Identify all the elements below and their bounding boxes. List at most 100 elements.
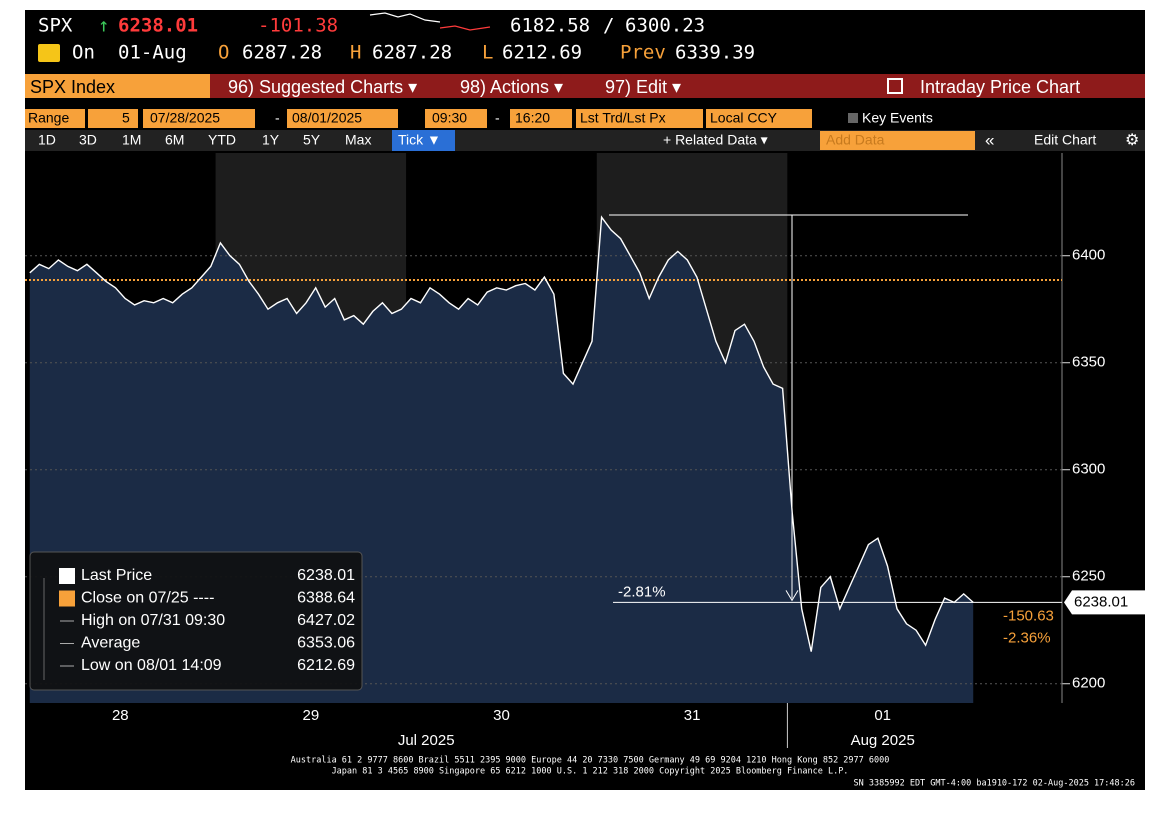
y-tick-label: 6350 [1072,354,1105,371]
add-data[interactable]: Add Data [826,132,885,148]
price-line [29,215,974,652]
field[interactable]: Lst Trd/Lst Px [580,110,666,126]
range-low: 6182.58 [510,15,590,37]
legend-value: 6427.02 [297,612,355,629]
security-box[interactable] [25,74,210,98]
checkbox[interactable] [848,113,858,123]
start-date[interactable]: 07/28/2025 [150,110,220,126]
field-box[interactable] [576,109,703,128]
sparkline [369,12,441,23]
toolbar-title: Intraday Price Chart [920,77,1080,97]
x-tick-label: 31 [684,707,701,724]
period-tab[interactable]: 5Y [303,132,321,148]
x-tick-label: 29 [303,707,320,724]
security[interactable]: SPX Index [30,77,115,97]
active-tab[interactable]: Tick ▼ [398,132,441,148]
field-box[interactable] [425,109,487,128]
range-high: 6300.23 [625,15,705,37]
footer-line: SN 3385992 EDT GMT-4:00 ba1910-172 02-Au… [854,779,1135,789]
field-box[interactable] [706,109,812,128]
last: 6238.01 [118,15,198,37]
period-tab[interactable]: 1Y [262,132,280,148]
range-label: Range [28,110,69,126]
period-tab[interactable]: 3D [79,132,97,148]
range-bar [25,109,858,128]
collapse[interactable]: « [985,130,994,149]
key-events[interactable]: Key Events [862,110,933,126]
x-tick-label: 01 [874,707,891,724]
legend-name: Last Price [81,567,152,584]
arrow: ↑ [98,15,109,37]
y-tick-label: 6200 [1072,675,1105,692]
x-tick-label: 28 [112,707,129,724]
period-tab[interactable]: YTD [208,132,236,148]
net-change: -150.63 [1003,607,1054,624]
high: 6287.28 [372,42,452,64]
menu[interactable]: 97) Edit ▾ [605,77,681,97]
sparkline [439,25,491,31]
field-box[interactable] [510,109,572,128]
price-tag [1064,590,1145,615]
x-tick-label: 30 [493,707,510,724]
menu[interactable]: 98) Actions ▾ [460,77,563,97]
tab-row [25,130,1145,151]
icon [38,44,60,62]
field-box [25,109,85,128]
settings[interactable]: ⚙ [1125,132,1139,149]
related-data[interactable]: + Related Data ▾ [663,132,768,148]
footer-line: Japan 81 3 4565 8900 Singapore 65 6212 1… [332,767,849,777]
field-box[interactable] [287,109,398,128]
end-time[interactable]: 16:20 [515,110,550,126]
currency[interactable]: Local CCY [710,110,778,126]
period-tab[interactable]: 6M [165,132,184,148]
price-tag-label: 6238.01 [1074,593,1128,610]
period-tab[interactable]: Max [345,132,371,148]
chart: 6200 6250 6300 6350 6400 -2.81% -150.63 -2.36% 6… [25,153,1145,749]
field-box[interactable] [143,109,255,128]
legend-value: 6212.69 [297,657,355,674]
period-tab[interactable]: 1M [122,132,141,148]
ticker: SPX [38,15,73,37]
y-tick-label: 6250 [1072,568,1105,585]
toolbar [210,74,1145,98]
dash: - [495,110,500,126]
open-label: O [218,42,229,64]
active-tab-box[interactable] [392,130,455,151]
field-box[interactable] [88,109,138,128]
low: 6212.69 [502,42,582,64]
legend-swatch [59,568,75,584]
footer-line: Australia 61 2 9777 8600 Brazil 5511 239… [291,756,890,766]
month-label: Jul 2025 [398,732,455,749]
legend-swatch [59,590,75,607]
edit-chart[interactable]: Edit Chart [1034,132,1096,148]
legend-value: 6388.64 [297,590,355,607]
y-tick-label: 6400 [1072,247,1105,264]
dash: - [275,110,280,126]
legend-name: Average [81,635,140,652]
date: 01-Aug [118,42,187,64]
days[interactable]: 5 [122,110,130,126]
range-sep: / [603,15,614,37]
measure-label: -2.81% [618,583,666,600]
pct-change: -2.36% [1003,629,1051,646]
measure-arrow [785,590,799,602]
y-tick-label: 6300 [1072,461,1105,478]
menu[interactable]: 96) Suggested Charts ▾ [228,77,417,97]
export-icon[interactable] [887,78,903,94]
period-tab[interactable]: 1D [38,132,56,148]
prev: 6339.39 [675,42,755,64]
legend-value: 6238.01 [297,567,355,584]
legend-name: Close on 07/25 ---- [81,590,214,607]
prev-label: Prev [620,42,666,64]
legend-name: High on 07/31 09:30 [81,612,225,629]
start-time[interactable]: 09:30 [432,110,467,126]
legend-value: 6353.06 [297,635,355,652]
low-label: L [482,42,493,64]
legend-box [29,551,363,691]
add-data-box[interactable] [820,131,975,150]
high-label: H [350,42,361,64]
change: -101.38 [258,15,338,37]
month-label: Aug 2025 [851,732,915,749]
end-date[interactable]: 08/01/2025 [292,110,362,126]
